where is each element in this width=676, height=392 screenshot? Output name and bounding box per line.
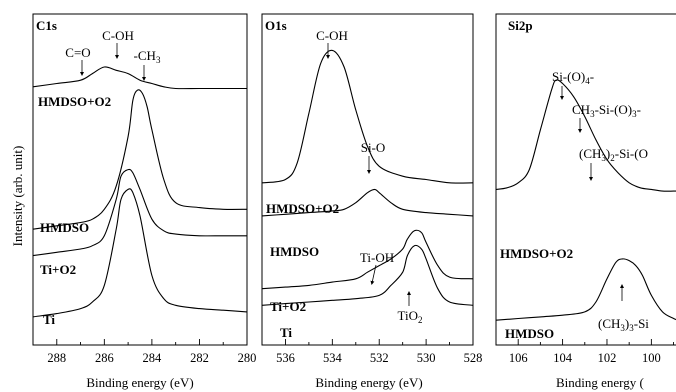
y-axis-label: Intensity (arb. unit)	[10, 146, 25, 247]
si2p-annot-ch3-2-si-o: (CH3)2-Si-(O	[579, 146, 648, 163]
c1s-label-hmdso-o2: HMDSO+O2	[38, 94, 111, 109]
o1s-label-ti-o2: Ti+O2	[270, 299, 306, 314]
c1s-xlabel: Binding energy (eV)	[86, 375, 193, 390]
c1s-tick-label-284: 284	[143, 351, 163, 365]
panel-c1s-frame	[32, 13, 248, 346]
c1s-label-ti: Ti	[43, 312, 55, 327]
si2p-label-hmdso-o2: HMDSO+O2	[500, 246, 573, 261]
panel-c1s: C1s C=O C-OH -CH3 HMDSO+O2 HMDSO Ti+O2 T…	[32, 13, 257, 390]
o1s-series-ti-o2	[261, 229, 474, 290]
o1s-label-hmdso-o2: HMDSO+O2	[266, 201, 339, 216]
panel-o1s-title: O1s	[265, 18, 287, 33]
c1s-series-hmdso-o2	[32, 66, 247, 90]
o1s-series-hmdso-o2	[261, 49, 474, 184]
c1s-label-ti-o2: Ti+O2	[40, 262, 76, 277]
o1s-annot-ti-oh-arrow	[370, 264, 377, 285]
c1s-tick-label-286: 286	[95, 351, 114, 365]
panel-si2p-frame	[495, 13, 676, 346]
c1s-label-hmdso: HMDSO	[40, 220, 89, 235]
c1s-annot-c-o: C=O	[65, 45, 90, 60]
c1s-annot-ch3: -CH3	[134, 48, 161, 65]
o1s-series-hmdso	[261, 188, 474, 217]
o1s-annot-si-o: Si-O	[361, 140, 386, 155]
panel-o1s: O1s C-OH Si-O Ti-OH TiO2 HMDSO+O2 HMDSO …	[261, 13, 483, 390]
c1s-tick-label-282: 282	[190, 351, 209, 365]
c1s-series-ti	[32, 188, 248, 318]
panel-si2p-title: Si2p	[508, 18, 533, 33]
si2p-tick-label-104: 104	[553, 351, 573, 365]
o1s-annot-ti-oh: Ti-OH	[360, 250, 394, 265]
si2p-tick-label-100: 100	[642, 351, 661, 365]
o1s-tick-label-530: 530	[417, 351, 436, 365]
o1s-tick-label-536: 536	[276, 351, 295, 365]
si2p-annot-si-o4: Si-(O)4-	[552, 69, 594, 86]
si2p-tick-label-106: 106	[509, 351, 528, 365]
o1s-tick-label-534: 534	[323, 351, 343, 365]
c1s-annot-c-oh: C-OH	[102, 28, 134, 43]
c1s-tick-label-280: 280	[238, 351, 257, 365]
o1s-annot-c-oh: C-OH	[316, 28, 348, 43]
o1s-label-hmdso: HMDSO	[270, 244, 319, 259]
si2p-xlabel: Binding energy (	[556, 375, 644, 390]
c1s-series-hmdso	[32, 89, 248, 230]
panel-o1s-frame	[261, 13, 474, 346]
o1s-annot-tio2: TiO2	[398, 308, 423, 325]
si2p-annot-ch3-3-si: (CH3)3-Si	[598, 316, 649, 333]
panel-c1s-title: C1s	[36, 18, 57, 33]
o1s-tick-label-528: 528	[464, 351, 483, 365]
c1s-series-ti-o2	[32, 168, 247, 257]
si2p-series-hmdso	[495, 258, 676, 321]
o1s-xlabel: Binding energy (eV)	[315, 375, 422, 390]
o1s-series-ti	[261, 244, 474, 306]
si2p-label-hmdso: HMDSO	[505, 326, 554, 341]
o1s-tick-label-532: 532	[370, 351, 389, 365]
panel-si2p: Si2p Si-(O)4- CH3-Si-(O)3- (CH3)2-Si-(O …	[495, 13, 676, 390]
si2p-tick-label-102: 102	[598, 351, 617, 365]
o1s-label-ti: Ti	[280, 325, 292, 340]
c1s-tick-label-288: 288	[47, 351, 66, 365]
si2p-annot-ch3-si-o3: CH3-Si-(O)3-	[572, 102, 641, 119]
si2p-series-hmdso-o2	[495, 79, 676, 192]
